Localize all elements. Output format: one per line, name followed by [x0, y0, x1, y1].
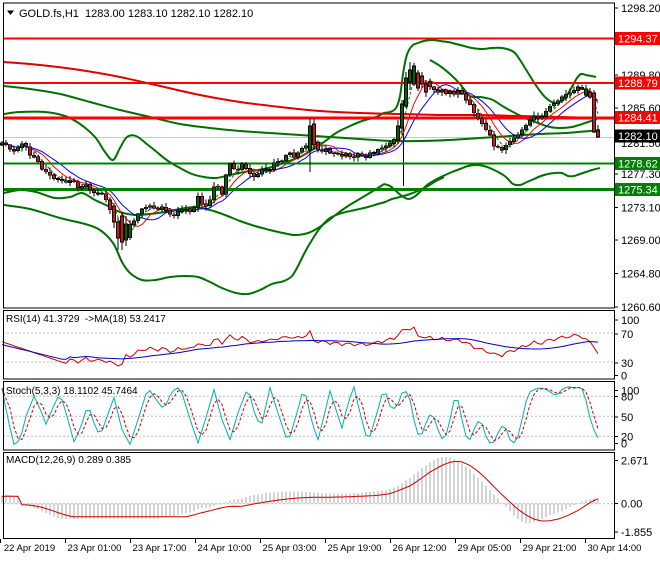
svg-text:50: 50 — [621, 412, 633, 424]
svg-text:22 Apr 2019: 22 Apr 2019 — [4, 543, 55, 554]
svg-text:1282.10: 1282.10 — [618, 131, 658, 143]
svg-text:100: 100 — [621, 386, 639, 398]
svg-text:1260.60: 1260.60 — [621, 302, 660, 314]
svg-text:1294.37: 1294.37 — [618, 34, 658, 46]
svg-text:-1.855: -1.855 — [621, 527, 652, 539]
svg-text:2.671: 2.671 — [621, 455, 649, 467]
svg-text:25 Apr 03:00: 25 Apr 03:00 — [263, 543, 317, 554]
svg-text:29 Apr 21:00: 29 Apr 21:00 — [523, 543, 577, 554]
svg-text:1284.41: 1284.41 — [618, 113, 658, 125]
svg-text:0.00: 0.00 — [621, 499, 642, 511]
svg-text:25 Apr 19:00: 25 Apr 19:00 — [328, 543, 382, 554]
svg-text:30 Apr 14:00: 30 Apr 14:00 — [588, 543, 642, 554]
svg-text:23 Apr 01:00: 23 Apr 01:00 — [68, 543, 122, 554]
svg-text:1298.20: 1298.20 — [621, 3, 660, 15]
svg-text:1275.34: 1275.34 — [618, 185, 658, 197]
svg-text:0: 0 — [621, 371, 627, 383]
svg-text:100: 100 — [621, 315, 639, 327]
svg-text:30: 30 — [621, 358, 633, 370]
svg-text:GOLD.fs,H1 1283.00 1283.10 12: GOLD.fs,H1 1283.00 1283.10 1282.10 1282.… — [19, 8, 253, 20]
svg-text:1288.79: 1288.79 — [618, 78, 658, 90]
svg-text:23 Apr 17:00: 23 Apr 17:00 — [133, 543, 187, 554]
svg-text:26 Apr 12:00: 26 Apr 12:00 — [393, 543, 447, 554]
svg-text:20: 20 — [621, 432, 633, 444]
svg-text:RSI(14) 41.3729 ->MA(18) 53.2: RSI(14) 41.3729 ->MA(18) 53.2417 — [6, 314, 166, 325]
svg-text:1269.00: 1269.00 — [621, 235, 660, 247]
svg-text:0: 0 — [621, 439, 627, 451]
svg-text:80: 80 — [621, 392, 633, 404]
svg-text:Stoch(5,3,3) 18.1102 45.7464: Stoch(5,3,3) 18.1102 45.7464 — [6, 386, 138, 397]
svg-text:1277.30: 1277.30 — [621, 169, 660, 181]
svg-text:1278.62: 1278.62 — [618, 159, 658, 171]
svg-text:29 Apr 05:00: 29 Apr 05:00 — [458, 543, 512, 554]
svg-text:1273.10: 1273.10 — [621, 203, 660, 215]
svg-text:70: 70 — [621, 329, 633, 341]
svg-text:MACD(12,26,9) 0.289 0.385: MACD(12,26,9) 0.289 0.385 — [6, 455, 132, 466]
svg-text:24 Apr 10:00: 24 Apr 10:00 — [198, 543, 252, 554]
svg-text:1264.80: 1264.80 — [621, 269, 660, 281]
